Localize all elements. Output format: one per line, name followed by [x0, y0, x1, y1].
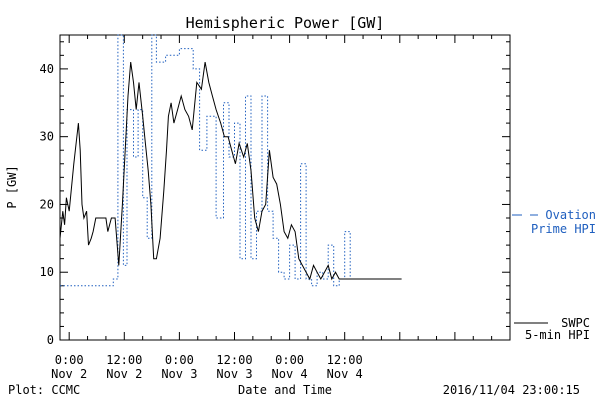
plot-frame [59, 34, 511, 341]
x-tick-time-label: 0:00 [55, 353, 84, 367]
series-layer [59, 34, 402, 287]
y-axis-label: P [GW] [5, 165, 19, 208]
x-tick-time-label: 0:00 [275, 353, 304, 367]
x-tick-time-label: 12:00 [216, 353, 252, 367]
x-tick-date-label: Nov 4 [327, 367, 363, 381]
y-tick-label: 0 [47, 333, 54, 347]
y-tick-label: 20 [40, 197, 54, 211]
legend-ovation-line1: Ovation [545, 208, 596, 222]
chart-title: Hemispheric Power [GW] [186, 14, 385, 32]
y-tick-label: 10 [40, 265, 54, 279]
x-axis-label: Date and Time [238, 383, 332, 397]
legend-ovation-prime: Ovation Prime HPI [512, 208, 596, 236]
y-tick-label: 30 [40, 130, 54, 144]
x-tick-date-label: Nov 3 [216, 367, 252, 381]
x-tick-date-label: Nov 2 [106, 367, 142, 381]
x-tick-time-label: 12:00 [106, 353, 142, 367]
y-axis: 0 10 20 30 40 [40, 41, 510, 347]
y-tick-label: 40 [40, 62, 54, 76]
legend-swpc-line1: SWPC [561, 316, 590, 330]
x-tick-time-label: 12:00 [327, 353, 363, 367]
x-tick-time-label: 0:00 [165, 353, 194, 367]
plot-timestamp: 2016/11/04 23:00:15 [443, 383, 580, 397]
legend-ovation-line2: Prime HPI [531, 222, 596, 236]
x-tick-date-label: Nov 2 [51, 367, 87, 381]
plot-source-label: Plot: CCMC [8, 383, 80, 397]
legend-swpc: SWPC 5-min HPI [514, 316, 590, 342]
series-swpc-line [59, 62, 402, 281]
series-ovation-line [60, 34, 402, 287]
legend-swpc-line2: 5-min HPI [525, 328, 590, 342]
x-tick-date-label: Nov 4 [272, 367, 308, 381]
x-tick-date-label: Nov 3 [161, 367, 197, 381]
